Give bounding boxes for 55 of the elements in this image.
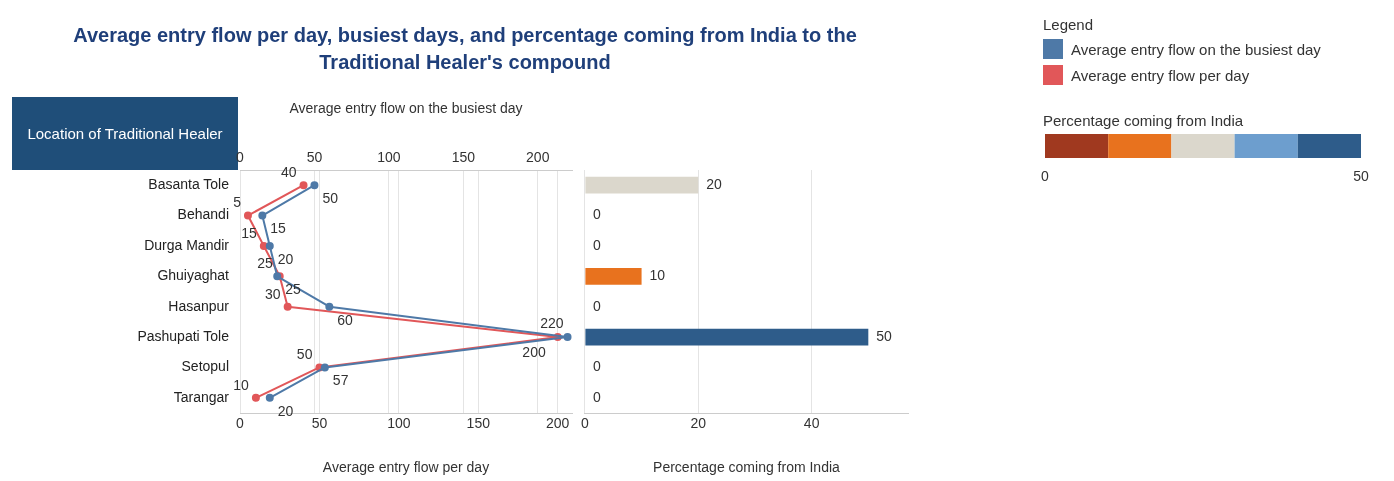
data-label: 15 — [270, 220, 287, 237]
data-label: 20 — [277, 402, 294, 419]
data-label: 20 — [277, 250, 294, 267]
data-label: 20 — [706, 176, 723, 193]
y-tick-label: Behandi — [177, 206, 229, 223]
y-tick-label: Pashupati Tole — [137, 327, 230, 344]
data-label: 0 — [592, 358, 601, 375]
x-tick-label: 50 — [311, 415, 328, 432]
data-label: 40 — [280, 164, 297, 181]
data-label: 0 — [592, 297, 601, 314]
data-label: 10 — [649, 267, 666, 284]
color-bar-label: 0 — [1041, 168, 1050, 185]
x-axis-title: Average entry flow per day — [322, 459, 490, 476]
x2-tick-label: 150 — [451, 149, 476, 166]
data-label: 0 — [592, 236, 601, 253]
color-bar-label: 50 — [1353, 168, 1369, 185]
y-axis-title: Location of Traditional Healer — [12, 97, 238, 170]
x-tick-label: 100 — [387, 415, 411, 432]
data-label: 25 — [285, 281, 302, 298]
data-label: 10 — [233, 376, 250, 393]
data-label: 25 — [257, 255, 273, 272]
y-tick-label: Hasanpur — [168, 297, 230, 314]
color-bar-title: Percentage coming from India — [1043, 112, 1244, 129]
y-tick-label: Tarangar — [173, 388, 230, 405]
data-label: 50 — [296, 346, 313, 363]
data-label: 200 — [522, 343, 546, 360]
data-label: 15 — [241, 224, 258, 241]
x-tick-label: 200 — [546, 415, 570, 432]
legend-label: Average entry flow per day — [1071, 66, 1250, 84]
legend-label: Average entry flow on the busiest day — [1071, 40, 1321, 58]
x2-tick-label: 50 — [306, 149, 323, 166]
x2-axis-title: Average entry flow on the busiest day — [289, 100, 523, 117]
data-label: 0 — [592, 388, 601, 405]
y-tick-label: Ghuiyaghat — [157, 267, 230, 284]
y-tick-label: Durga Mandir — [144, 236, 230, 253]
x-axis-title: Percentage coming from India — [653, 459, 841, 476]
data-label: 50 — [322, 190, 339, 207]
data-label: 60 — [337, 311, 354, 328]
data-label: 57 — [332, 372, 349, 389]
x-tick-label: 20 — [690, 415, 707, 432]
x-tick-label: 0 — [580, 415, 589, 432]
x-tick-label: 150 — [466, 415, 491, 432]
y-tick-label: Setopul — [181, 358, 229, 375]
chart-title: Average entry flow per day, busiest days, and percentage coming from India to the Traditional Healer's compound — [72, 23, 858, 75]
data-label: 30 — [265, 285, 281, 302]
legend-title: Legend — [1043, 16, 1095, 33]
x2-tick-label: 100 — [377, 149, 401, 166]
data-label: 5 — [233, 194, 242, 211]
data-label: 50 — [876, 327, 893, 344]
x-tick-label: 40 — [803, 415, 820, 432]
data-label: 0 — [592, 206, 601, 223]
x-tick-label: 0 — [236, 415, 245, 432]
x2-tick-label: 200 — [526, 149, 550, 166]
y-tick-label: Basanta Tole — [148, 176, 230, 193]
data-label: 220 — [540, 314, 564, 331]
